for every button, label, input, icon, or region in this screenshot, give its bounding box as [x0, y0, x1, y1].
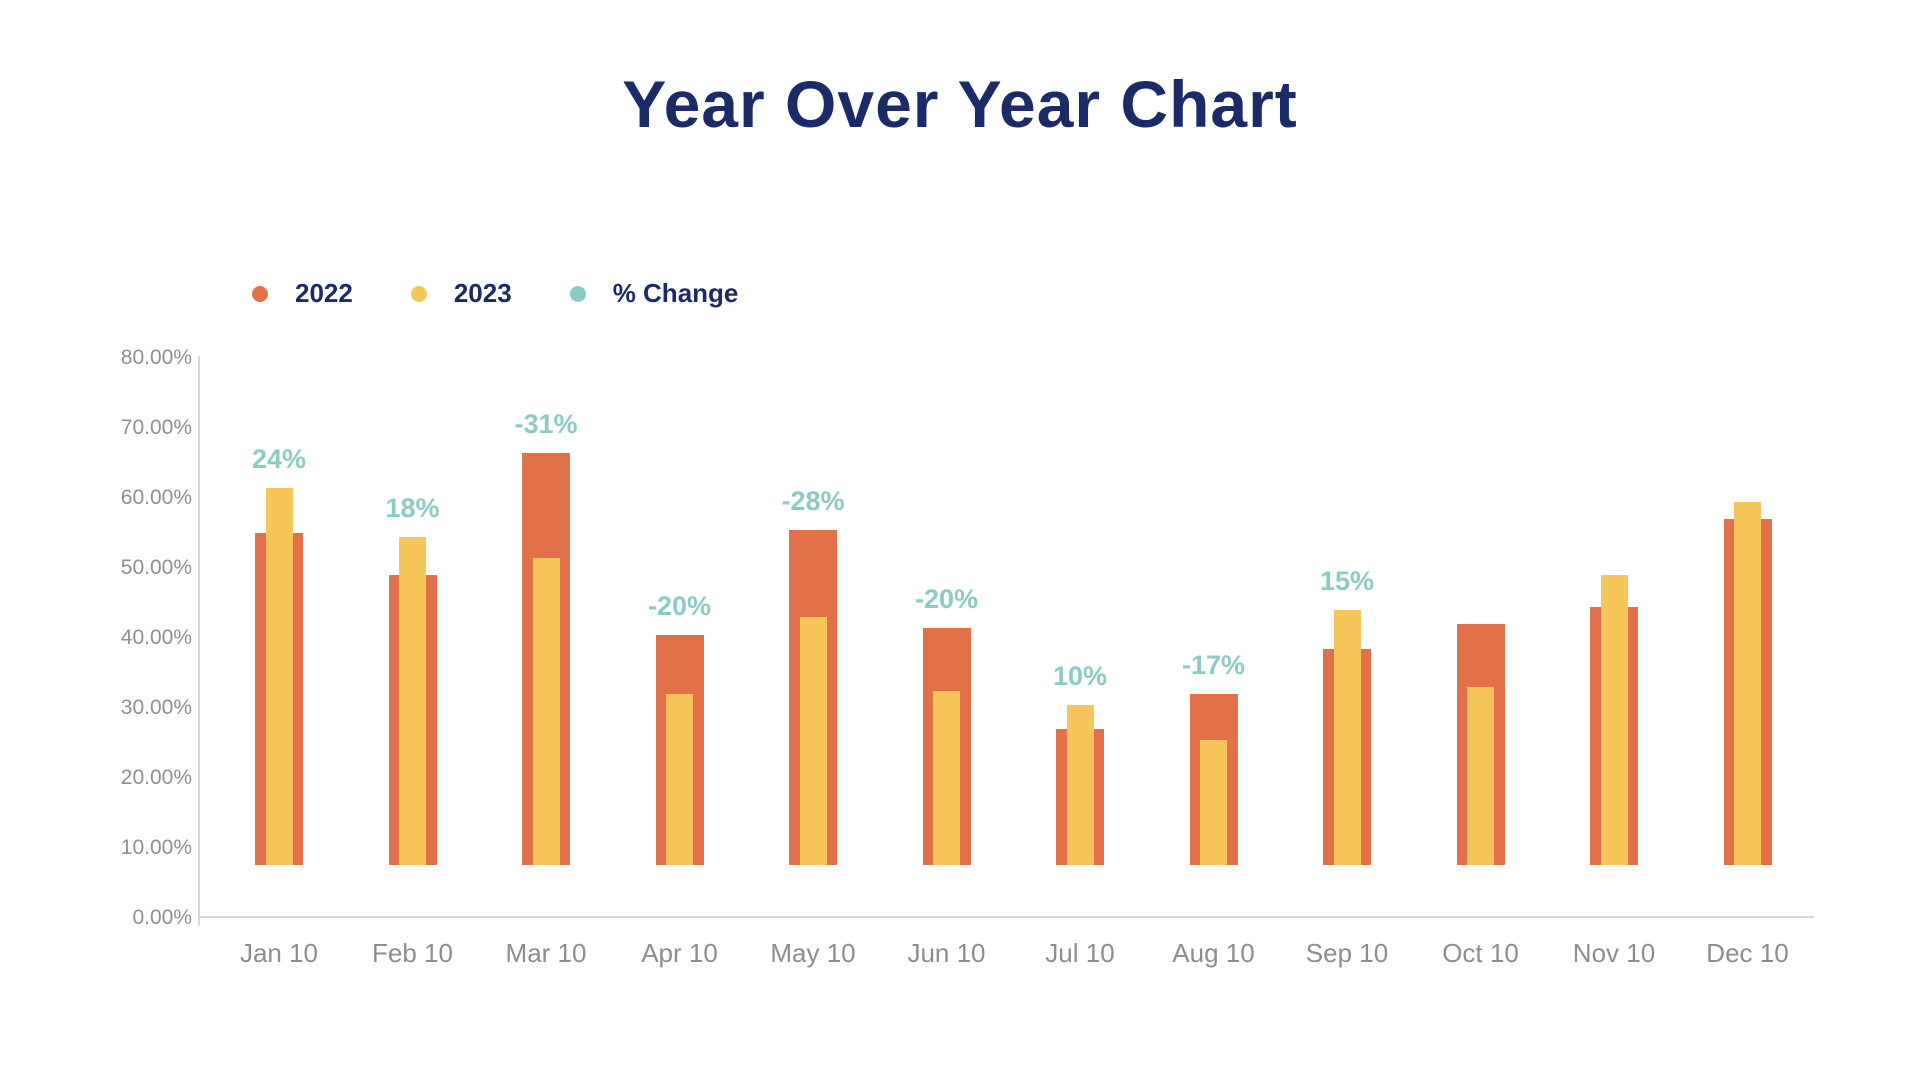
legend-item--change: % Change — [569, 278, 739, 309]
legend-item-label: 2023 — [453, 278, 512, 308]
y-axis-tick-label: 40.00% — [120, 626, 192, 649]
y-axis-tick-label: 10.00% — [120, 836, 192, 859]
legend-dot-icon — [410, 285, 427, 302]
pct-change-label: 24% — [251, 443, 307, 474]
x-axis-label: Nov 10 — [1572, 938, 1656, 968]
x-axis-label: Jun 10 — [907, 938, 986, 968]
x-axis-label: Oct 10 — [1442, 938, 1519, 968]
x-axis-label: Jan 10 — [239, 938, 319, 968]
x-axis-label: Dec 10 — [1706, 938, 1789, 968]
legend-item-2022: 2022 — [252, 278, 353, 309]
bar-2023-jul-10 — [1066, 704, 1094, 865]
y-axis-tick-label: 50.00% — [120, 556, 192, 579]
y-axis-tick-label: 0.00% — [132, 906, 192, 929]
x-axis-label: Feb 10 — [372, 938, 453, 968]
chart-title: Year Over Year Chart — [622, 67, 1298, 141]
legend-dot-icon — [252, 285, 268, 302]
y-axis-tick-label: 30.00% — [120, 696, 192, 719]
pct-change-label: -20% — [914, 583, 979, 614]
legend-dot-icon — [569, 285, 586, 302]
bar-2023-mar-10 — [532, 557, 560, 865]
bar-2023-jun-10 — [933, 690, 960, 865]
y-axis-tick-label: 70.00% — [120, 416, 192, 439]
pct-change-label: -31% — [514, 408, 578, 439]
bar-2023-sep-10 — [1333, 610, 1361, 865]
bar-2023-jan-10 — [265, 487, 293, 865]
x-axis-label: Aug 10 — [1172, 938, 1255, 968]
bar-2023-apr-10 — [666, 694, 693, 865]
x-axis-label: Apr 10 — [641, 938, 718, 968]
x-axis-label: May 10 — [770, 938, 856, 968]
y-axis-tick-label: 80.00% — [120, 346, 192, 369]
x-axis-line — [198, 916, 1814, 918]
pct-change-label: -28% — [781, 485, 845, 516]
x-axis-label: Jul 10 — [1045, 938, 1115, 968]
pct-change-label: 15% — [1319, 566, 1375, 596]
legend-item-label: 2022 — [295, 278, 353, 308]
x-axis-label: Mar 10 — [505, 938, 587, 968]
bar-2023-feb-10 — [399, 536, 426, 865]
x-axis-label: Sep 10 — [1305, 938, 1389, 968]
pct-change-label: -20% — [647, 590, 712, 621]
legend: 2022 2023 % Change — [252, 278, 796, 309]
y-axis-line — [198, 356, 200, 926]
y-axis-tick-label: 60.00% — [120, 486, 192, 509]
pct-change-label: 18% — [385, 492, 440, 523]
pct-change-label: 10% — [1052, 660, 1108, 691]
bar-2023-may-10 — [799, 617, 827, 865]
bar-2023-aug-10 — [1200, 739, 1227, 865]
legend-item-2023: 2023 — [410, 278, 512, 309]
legend-item-label: % Change — [612, 278, 739, 308]
y-axis-tick-label: 20.00% — [120, 766, 192, 789]
bar-2023-oct-10 — [1467, 687, 1494, 865]
bar-2023-nov-10 — [1600, 575, 1628, 865]
pct-change-label: -17% — [1181, 650, 1246, 680]
bar-2023-dec-10 — [1734, 501, 1761, 865]
